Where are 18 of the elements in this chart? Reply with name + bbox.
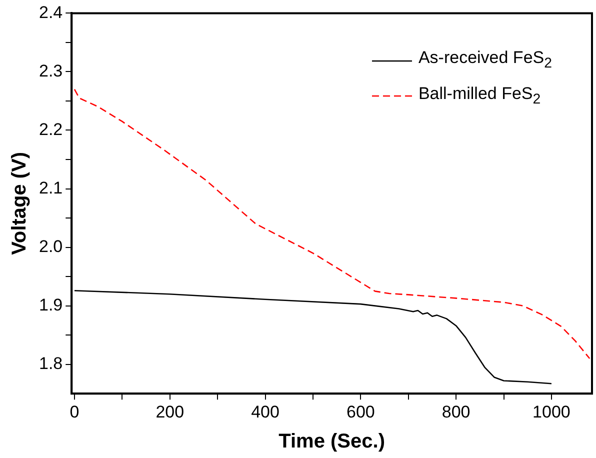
y-tick-label: 2.4 bbox=[38, 2, 63, 22]
y-axis-title: Voltage (V) bbox=[8, 152, 31, 255]
legend-label: As-received FeS$_{2}$ bbox=[418, 47, 552, 74]
line-series bbox=[74, 88, 590, 360]
legend-label: Ball-milled FeS$_{2}$ bbox=[418, 82, 541, 109]
x-axis-title: Time (Sec.) bbox=[278, 430, 385, 453]
y-tick-label: 2.3 bbox=[38, 61, 63, 80]
y-tick-label: 1.8 bbox=[38, 354, 63, 374]
x-tick-label: 800 bbox=[442, 402, 470, 422]
y-tick-label: 2.2 bbox=[38, 120, 63, 139]
x-tick-label: 400 bbox=[251, 402, 280, 422]
x-tick-label: 1000 bbox=[532, 402, 570, 422]
y-tick-label: 2.1 bbox=[38, 178, 63, 198]
y-tick-label: 1.9 bbox=[38, 296, 63, 315]
y-tick-label: 2.0 bbox=[38, 236, 63, 256]
x-tick-label: 200 bbox=[156, 402, 184, 422]
x-tick-label: 600 bbox=[346, 402, 375, 422]
x-tick-label: 0 bbox=[70, 402, 80, 422]
